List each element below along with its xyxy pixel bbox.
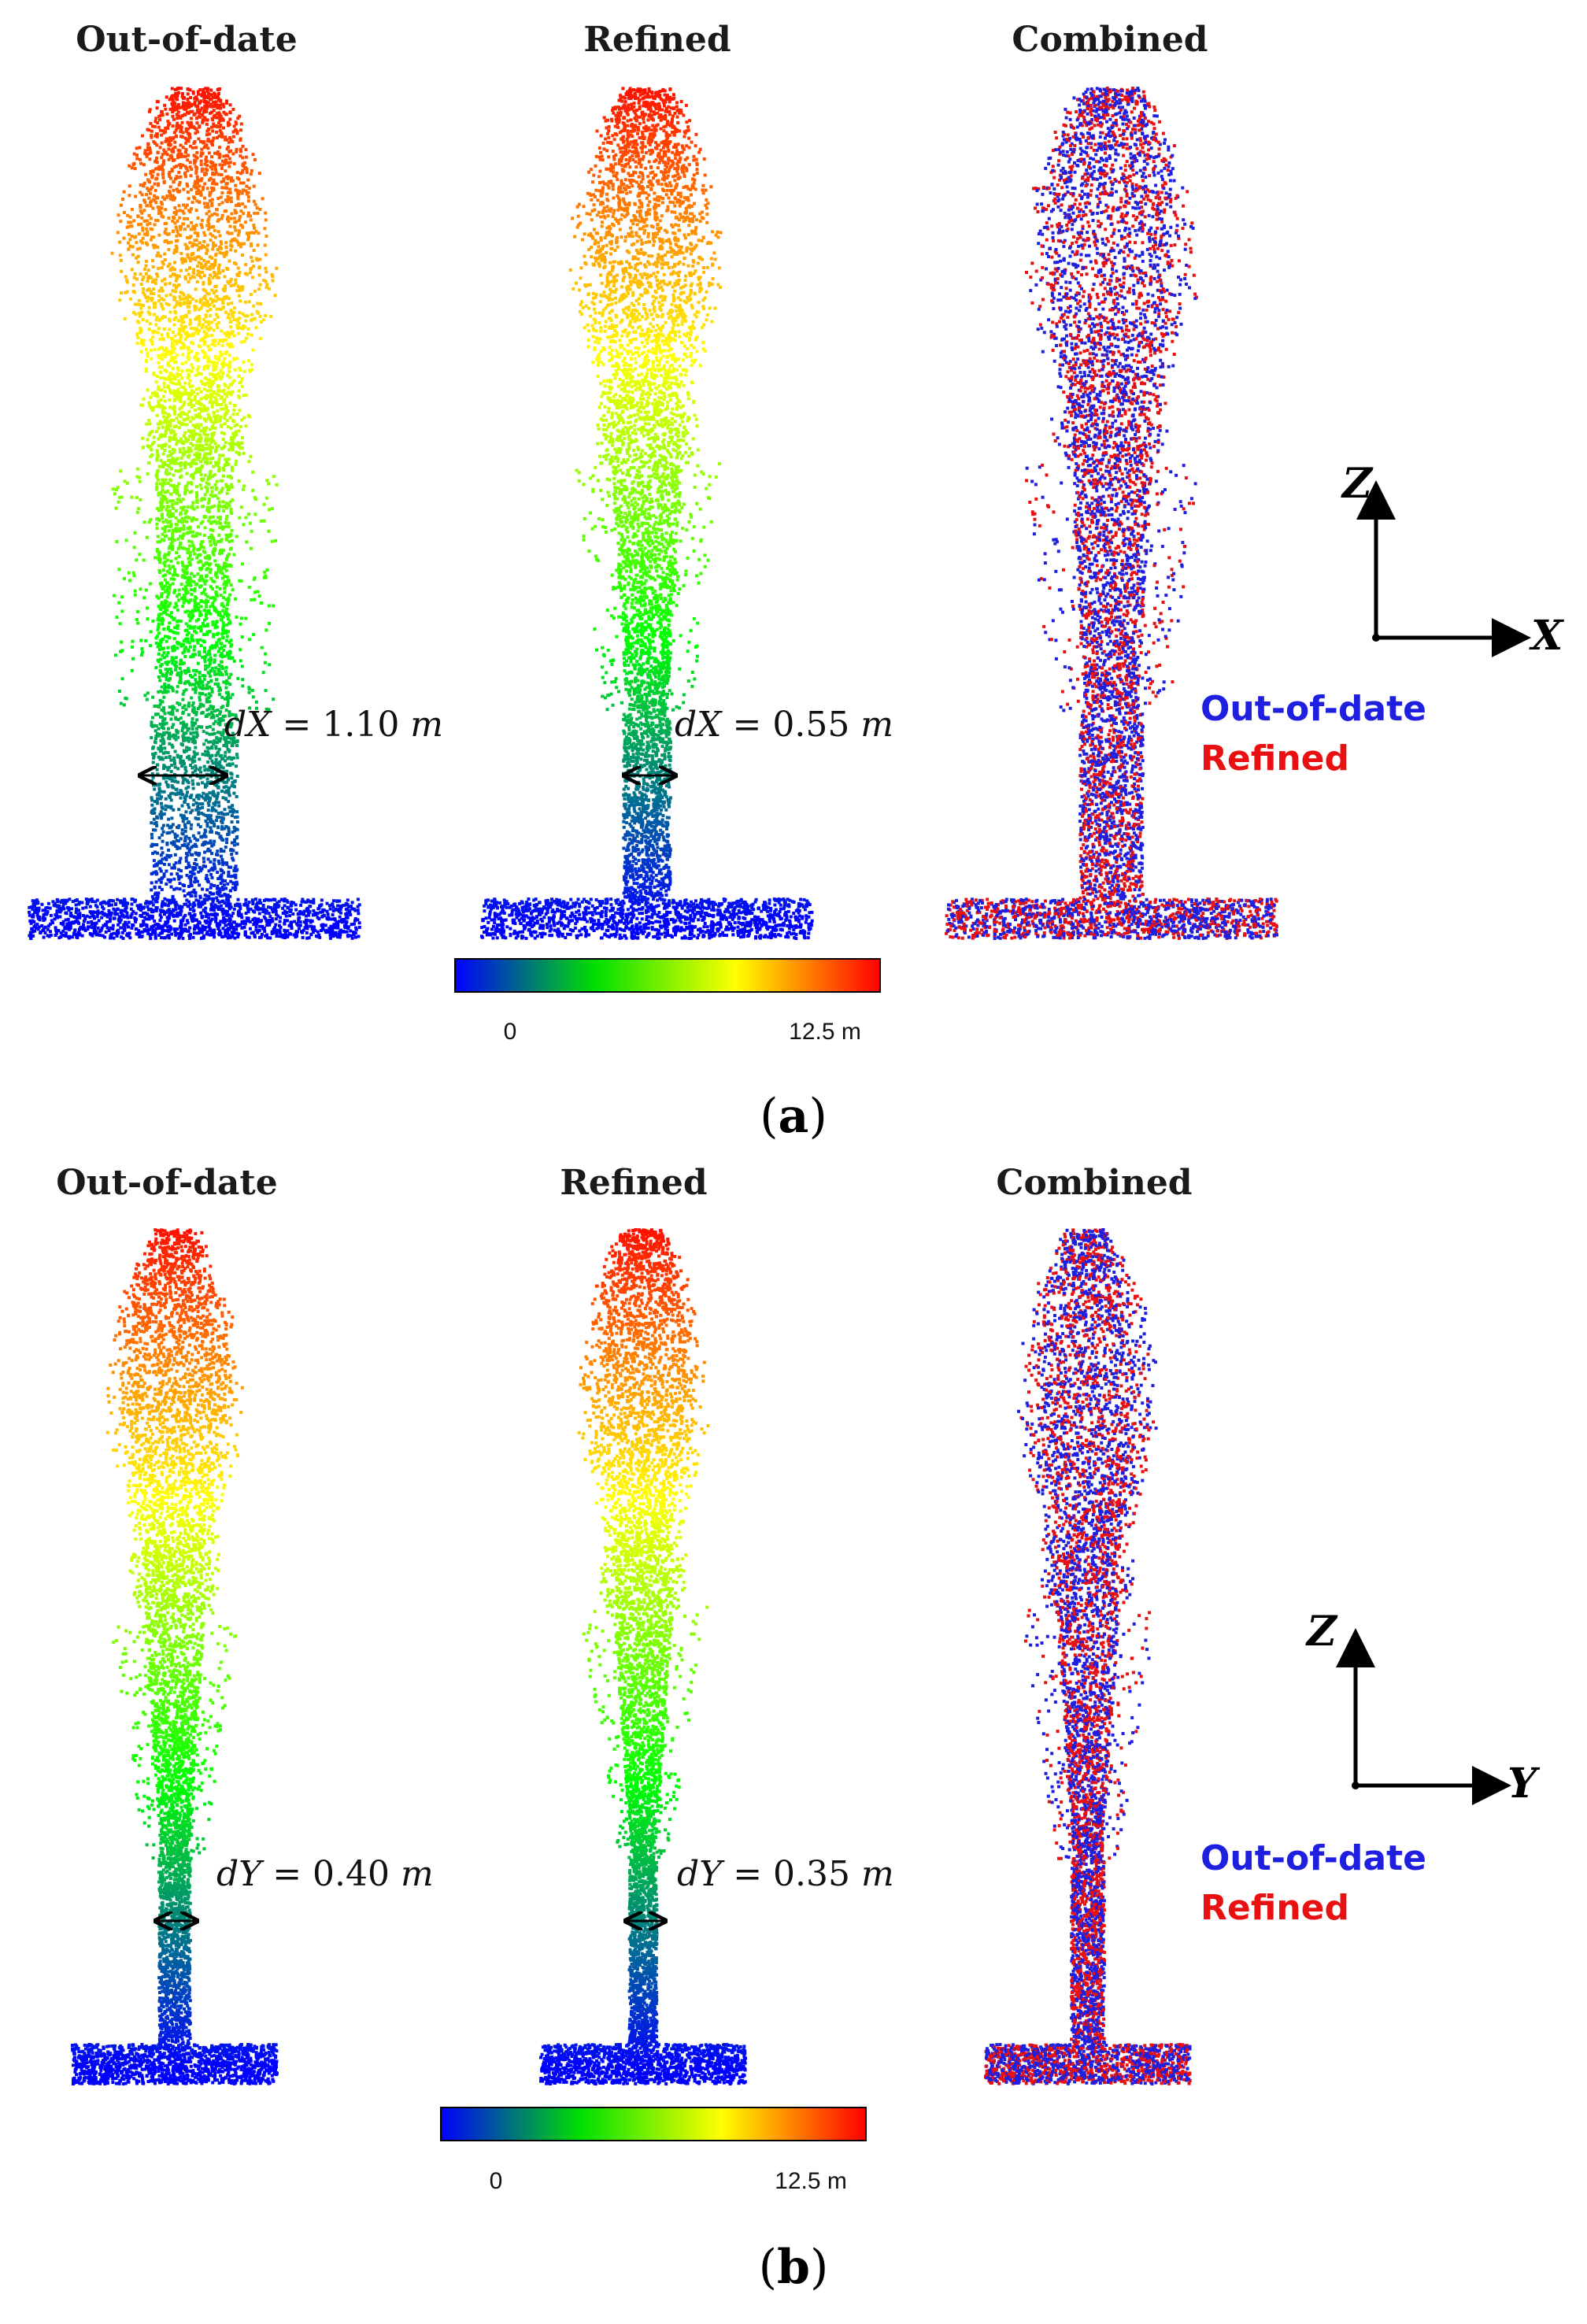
panel-b-caption: (b) [759, 2240, 829, 2295]
panel-a-measure-1: dX = 1.10 m [224, 705, 443, 745]
panel-b-measure-1: dY = 0.40 m [216, 1854, 434, 1894]
panel-a-tree-combined [945, 87, 1278, 940]
panel-a-axis-z-label: Z [1341, 460, 1374, 508]
panel-a-title-out-of-date: Out-of-date [76, 20, 297, 60]
panel-a-axis-indicator: Z X [1341, 460, 1565, 660]
panel-b-colorbar-max-label: 12.5 m [775, 2168, 847, 2194]
panel-a-tree-refined [480, 87, 814, 940]
panel-b-title-combined: Combined [996, 1163, 1192, 1203]
panel-a-colorbar: 0 12.5 m [455, 959, 880, 1045]
panel-b-axis-y-label: Y [1507, 1760, 1541, 1808]
panel-b-tree-combined [984, 1228, 1192, 2085]
panel-b-title-refined: Refined [560, 1163, 707, 1203]
panel-b-legend-refined: Refined [1200, 1888, 1349, 1928]
panel-a-title-refined: Refined [583, 20, 731, 60]
panel-b-colorbar-min-label: 0 [490, 2168, 503, 2194]
panel-a-colorbar-min-label: 0 [504, 1019, 517, 1045]
panel-b-tree-out-of-date [71, 1228, 279, 2085]
panel-a-title-combined: Combined [1012, 20, 1208, 60]
panel-a-tree-out-of-date [28, 87, 361, 940]
panel-b-tree-refined [539, 1228, 747, 2085]
panel-b-legend-out-of-date: Out-of-date [1200, 1838, 1426, 1878]
panel-b-colorbar: 0 12.5 m [441, 2108, 866, 2194]
panel-a-legend-refined: Refined [1200, 738, 1349, 779]
panel-b-axis-indicator: Z Y [1305, 1608, 1541, 1808]
panel-a-axis-x-label: X [1529, 612, 1565, 660]
panel-b-measure-2: dY = 0.35 m [677, 1854, 894, 1894]
panel-b-title-out-of-date: Out-of-date [56, 1163, 277, 1203]
panel-b-axis-z-label: Z [1305, 1608, 1338, 1656]
panel-a-caption: (a) [760, 1089, 827, 1144]
panel-a-colorbar-max-label: 12.5 m [789, 1019, 861, 1045]
panel-b: Out-of-date Refined Combined dY = 0.40 m… [56, 1163, 1541, 2295]
panel-a-measure-2: dX = 0.55 m [675, 705, 893, 745]
panel-a: Out-of-date Refined Combined dX = 1.10 m… [28, 20, 1565, 1144]
panel-a-legend-out-of-date: Out-of-date [1200, 689, 1426, 729]
